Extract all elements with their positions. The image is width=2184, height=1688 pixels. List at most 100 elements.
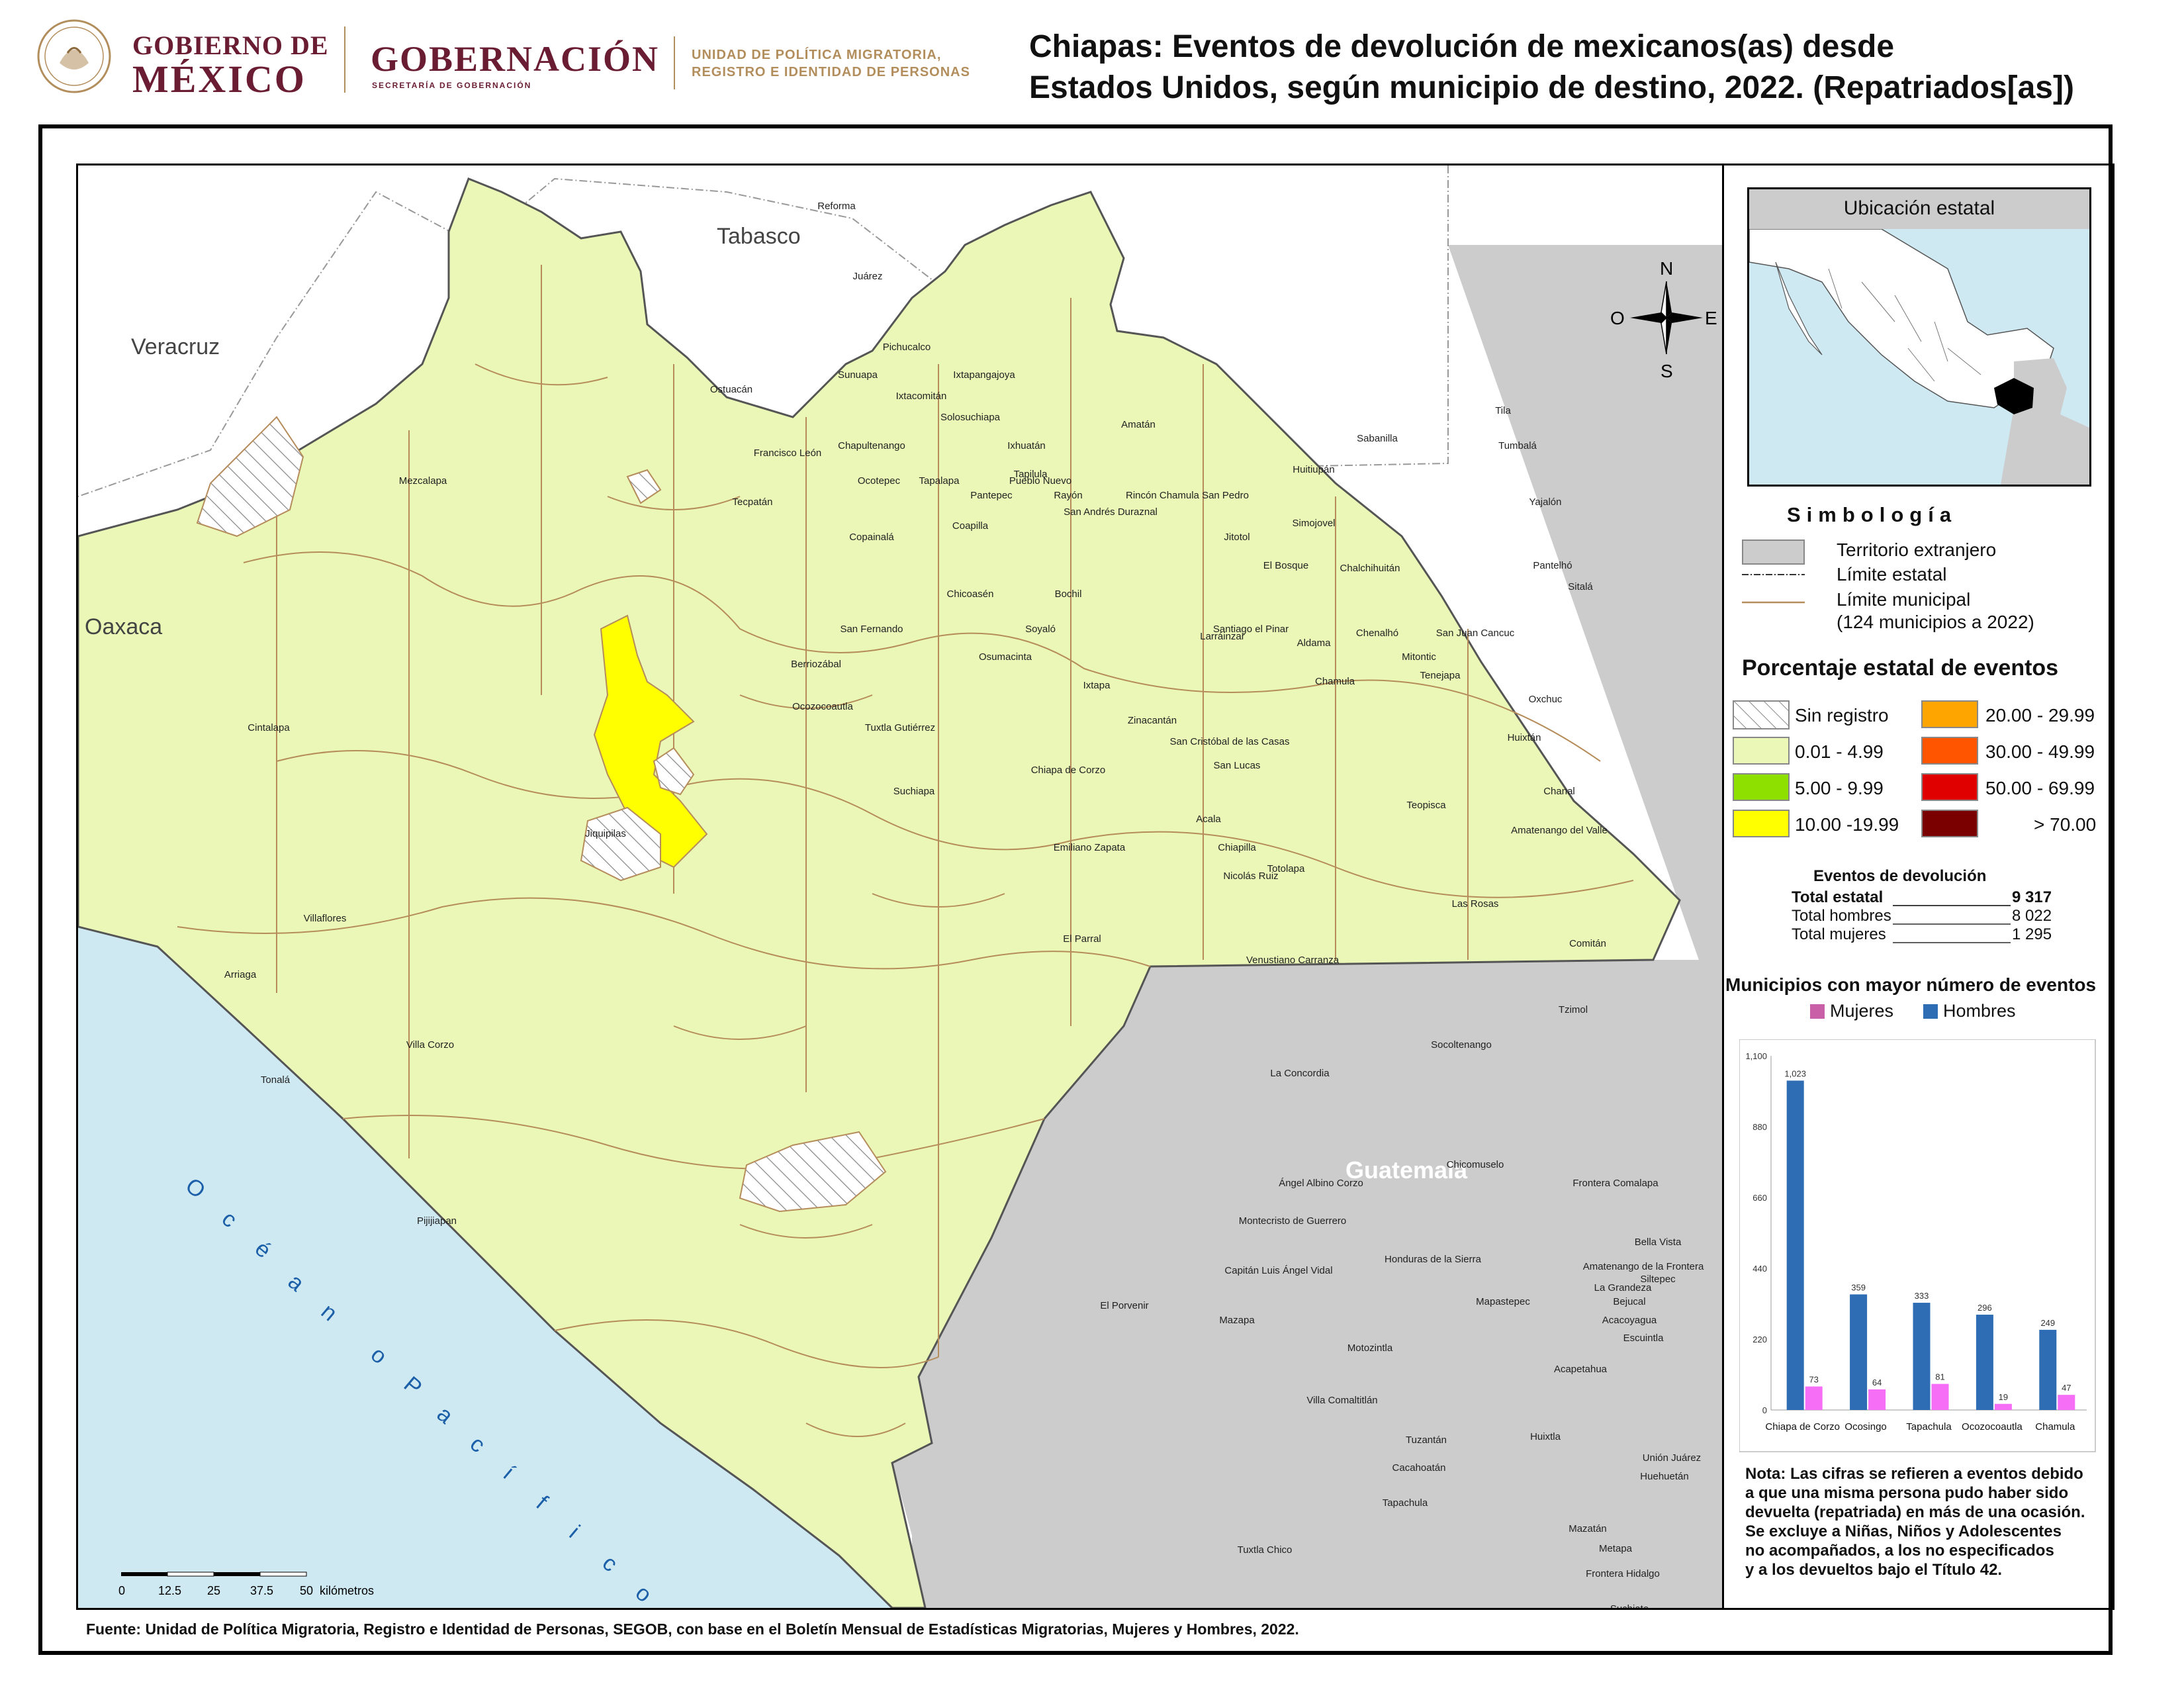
legend-hombres-label: Hombres [1943, 1001, 2016, 1021]
y-tick-label: 440 [1752, 1264, 1767, 1274]
guatemala-label: Guatemala [1345, 1156, 1468, 1184]
legend-territorio: Territorio extranjero [1837, 539, 1997, 560]
bar-hombres-value-label: 249 [2040, 1318, 2055, 1328]
municipality-label: Ixtapa [1083, 680, 1111, 691]
municipality-label: Oxchuc [1529, 694, 1563, 705]
bar-mujeres-value-label: 73 [1809, 1374, 1818, 1384]
municipality-label: San Juan Cancuc [1436, 628, 1515, 639]
municipality-label: Rayón [1054, 490, 1082, 501]
municipality-label: Rincón Chamula San Pedro [1126, 490, 1249, 501]
municipality-label: Mitontic [1402, 651, 1436, 663]
municipality-label: Chanal [1543, 786, 1575, 797]
location-inset-map: Ubicación estatal [1747, 187, 2091, 487]
nota-line-2: a que una misma persona pudo haber sido [1745, 1484, 2069, 1502]
municipality-label: Arriaga [224, 969, 257, 980]
municipality-label: Siltepec [1640, 1274, 1676, 1285]
scale-unit: kilómetros [320, 1584, 374, 1597]
class-7-label: > 70.00 [2034, 814, 2097, 835]
municipality-label: Pantelhó [1533, 560, 1572, 571]
bar-mujeres-value-label: 47 [2062, 1383, 2071, 1393]
municipal-boundary-symbol [1742, 601, 1805, 604]
municipality-labels: ReformaJuárezCatazajáLa LibertadPichucal… [224, 201, 1704, 1608]
y-tick-label: 880 [1752, 1122, 1767, 1132]
mezcalapa-nodata [196, 416, 304, 538]
capitan-vidal-nodata [739, 1131, 887, 1213]
title-line-1: Chiapas: Eventos de devolución de mexica… [1029, 29, 1895, 64]
municipality-label: Amatenango de la Frontera [1583, 1261, 1704, 1272]
bar-mujeres [2058, 1395, 2075, 1410]
national-seal-icon [37, 19, 111, 93]
eventos-title: Eventos de devolución [1813, 867, 1987, 885]
municipality-label: Las Rosas [1452, 898, 1499, 910]
municipality-label: Mazapa [1219, 1315, 1255, 1326]
municipality-label: Ocozocoautla [792, 701, 853, 712]
total-hombres-label: Total hombres [1792, 907, 1891, 925]
municipality-label: Larráinzar [1200, 631, 1245, 642]
class-5-label: 30.00 - 49.99 [1985, 741, 2095, 762]
municipality-label: Yajalón [1529, 496, 1562, 508]
nota-text: Nota: Las cifras se refieren a eventos d… [1745, 1464, 2103, 1579]
municipality-label: Honduras de la Sierra [1385, 1254, 1482, 1265]
scale-tick-0: 0 [118, 1584, 125, 1597]
logo-divider [344, 26, 345, 93]
municipality-label: Teopisca [1406, 800, 1446, 811]
municipality-label: El Parral [1063, 933, 1101, 945]
bar-hombres-value-label: 359 [1851, 1282, 1866, 1292]
municipality-label: San Lucas [1214, 760, 1261, 771]
x-category-label: Chiapa de Corzo [1765, 1421, 1840, 1432]
map-frame [38, 124, 2113, 1655]
legend-limite-estatal: Límite estatal [1837, 564, 1947, 585]
municipality-label: Berriozábal [791, 659, 841, 670]
municipality-label: Mapastepec [1476, 1296, 1530, 1307]
municipality-label: Villa Comaltitlán [1306, 1395, 1377, 1406]
municipality-label: Suchiate [1610, 1603, 1649, 1608]
municipality-label: Chamula [1315, 676, 1355, 687]
municipality-label: Venustiano Carranza [1246, 955, 1340, 966]
class-6-swatch [1921, 773, 1978, 801]
municipality-label: Villaflores [304, 913, 347, 924]
chiapas-state [78, 177, 1681, 1608]
municipality-label: Sabanilla [1357, 433, 1398, 444]
municipality-label: Acacoyagua [1602, 1315, 1657, 1326]
class-2-label: 5.00 - 9.99 [1795, 778, 1884, 798]
municipality-label: Santiago el Pinar [1213, 624, 1289, 635]
page-title: Chiapas: Eventos de devolución de mexica… [1029, 26, 2074, 109]
class-3-label: 10.00 -19.99 [1795, 814, 1899, 835]
municipal-boundaries [177, 265, 1634, 1437]
municipality-label: Socoltenango [1431, 1039, 1492, 1051]
north-arrow-icon: N S E O [1610, 258, 1717, 381]
bar-hombres-value-label: 296 [1978, 1303, 1992, 1313]
municipality-label: Soyaló [1025, 624, 1056, 635]
bar-mujeres-value-label: 64 [1872, 1378, 1882, 1387]
legend-municipios-note: (124 municipios a 2022) [1837, 612, 2034, 632]
y-tick-label: 220 [1752, 1335, 1767, 1344]
municipality-label: Metapa [1599, 1543, 1633, 1554]
chiapa-de-corzo-highlight [593, 614, 708, 868]
class-4-label: 20.00 - 29.99 [1985, 705, 2095, 726]
municipality-label: Motozintla [1347, 1342, 1393, 1354]
simbologia-title: Simbología [1787, 503, 1958, 526]
nota-line-6: y a los devueltos bajo el Título 42. [1745, 1561, 2003, 1579]
compass-e: E [1705, 308, 1717, 328]
class-3-swatch [1733, 810, 1790, 837]
municipality-label: Sunuapa [838, 369, 878, 381]
municipality-label: Ocotepec [858, 475, 901, 487]
nota-line-1: Nota: Las cifras se refieren a eventos d… [1745, 1465, 2083, 1483]
class-1-label: 0.01 - 4.99 [1795, 741, 1884, 762]
municipality-label: Mezcalapa [399, 475, 447, 487]
municipality-label: Reforma [817, 201, 856, 212]
municipality-label: Sitalá [1568, 581, 1593, 592]
municipality-label: Aldama [1297, 637, 1332, 649]
legend-hombres-swatch [1923, 1004, 1938, 1019]
municipality-label: Pijijiapan [417, 1215, 457, 1227]
nota-line-5: no acompañados, a los no especificados [1745, 1542, 2054, 1560]
x-category-label: Ocozocoautla [1962, 1421, 2023, 1432]
municipality-label: Tuzantán [1406, 1434, 1447, 1446]
municipality-label: Suchiapa [893, 786, 935, 797]
gobernacion-wordmark: GOBERNACIÓN [371, 39, 660, 79]
legend-mujeres-label: Mujeres [1830, 1001, 1894, 1021]
scale-bar: 0 12.5 25 37.5 50 kilómetros [118, 1571, 374, 1597]
municipality-label: Comitán [1569, 938, 1606, 949]
gobierno-de-mexico-logo: GOBIERNO DE MÉXICO [33, 17, 331, 99]
municipality-label: Huixtla [1530, 1431, 1561, 1442]
